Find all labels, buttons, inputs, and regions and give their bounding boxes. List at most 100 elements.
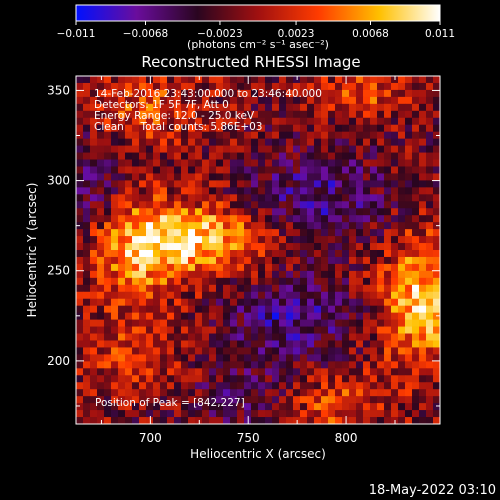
heatmap-cell — [307, 382, 315, 390]
heatmap-cell — [195, 396, 203, 404]
heatmap-cell — [209, 347, 217, 355]
heatmap-cell — [300, 396, 308, 404]
heatmap-cell — [209, 389, 217, 397]
heatmap-cell — [279, 180, 287, 188]
heatmap-cell — [300, 312, 308, 320]
heatmap-cell — [237, 145, 245, 153]
heatmap-cell — [237, 82, 245, 91]
heatmap-cell — [90, 319, 98, 327]
heatmap-cell — [370, 76, 378, 84]
heatmap-cell — [223, 187, 231, 195]
heatmap-cell — [258, 270, 266, 279]
colorbar-label: (photons cm⁻² s⁻¹ asec⁻²) — [187, 38, 329, 51]
heatmap-cell — [307, 82, 315, 91]
heatmap-cell — [293, 326, 301, 334]
heatmap-cell — [202, 173, 210, 181]
heatmap-cell — [328, 180, 336, 188]
heatmap-cell — [118, 187, 126, 195]
heatmap-cell — [111, 145, 119, 153]
heatmap-cell — [237, 417, 245, 424]
heatmap-cell — [237, 382, 245, 390]
heatmap-cell — [230, 215, 238, 223]
heatmap-cell — [398, 222, 406, 230]
heatmap-cell — [300, 410, 308, 418]
heatmap-cell — [265, 208, 273, 216]
heatmap-cell — [104, 215, 112, 223]
heatmap-cell — [90, 277, 98, 286]
heatmap-cell — [265, 333, 273, 341]
heatmap-cell — [398, 117, 406, 126]
heatmap-cell — [335, 117, 343, 126]
heatmap-cell — [188, 194, 196, 202]
heatmap-cell — [300, 256, 308, 265]
heatmap-cell — [125, 347, 133, 355]
heatmap-cell — [118, 215, 126, 223]
heatmap-cell — [251, 319, 259, 327]
heatmap-cell — [167, 284, 175, 293]
heatmap-cell — [258, 298, 266, 307]
heatmap-cell — [356, 305, 364, 314]
heatmap-cell — [314, 222, 322, 230]
heatmap-cell — [244, 375, 252, 383]
heatmap-cell — [181, 284, 189, 293]
heatmap-cell — [384, 354, 392, 362]
heatmap-cell — [125, 82, 133, 91]
heatmap-cell — [328, 82, 336, 91]
heatmap-cell — [195, 89, 203, 98]
heatmap-cell — [272, 417, 280, 424]
heatmap-cell — [335, 382, 343, 390]
heatmap-cell — [314, 382, 322, 390]
heatmap-cell — [111, 340, 119, 348]
heatmap-cell — [398, 208, 406, 216]
heatmap-cell — [342, 222, 350, 230]
heatmap-cell — [391, 194, 399, 202]
heatmap-cell — [300, 333, 308, 341]
heatmap-cell — [237, 396, 245, 404]
heatmap-cell — [433, 270, 440, 279]
heatmap-cell — [265, 277, 273, 286]
heatmap-cell — [363, 159, 371, 167]
heatmap-cell — [216, 417, 224, 424]
heatmap-cell — [335, 180, 343, 188]
heatmap-cell — [104, 89, 112, 98]
heatmap-cell — [167, 152, 175, 160]
heatmap-cell — [146, 103, 154, 112]
heatmap-cell — [412, 256, 420, 265]
heatmap-cell — [433, 375, 440, 383]
heatmap-cell — [279, 222, 287, 230]
heatmap-cell — [384, 180, 392, 188]
heatmap-cell — [433, 215, 440, 223]
heatmap-cell — [314, 277, 322, 286]
heatmap-cell — [279, 333, 287, 341]
heatmap-cell — [118, 361, 126, 369]
heatmap-cell — [328, 124, 336, 133]
heatmap-cell — [97, 159, 105, 167]
heatmap-cell — [223, 76, 231, 84]
heatmap-cell — [118, 263, 126, 272]
heatmap-cell — [104, 333, 112, 341]
heatmap-cell — [300, 319, 308, 327]
heatmap-cell — [223, 124, 231, 133]
heatmap-cell — [188, 138, 196, 146]
heatmap-cell — [405, 103, 413, 112]
heatmap-cell — [384, 110, 392, 119]
heatmap-cell — [426, 319, 434, 327]
heatmap-cell — [391, 166, 399, 174]
heatmap-cell — [314, 159, 322, 167]
heatmap-cell — [251, 117, 259, 126]
heatmap-cell — [419, 166, 427, 174]
heatmap-cell — [286, 361, 294, 369]
heatmap-cell — [111, 222, 119, 230]
heatmap-cell — [356, 208, 364, 216]
heatmap-cell — [370, 375, 378, 383]
heatmap-cell — [146, 229, 154, 237]
heatmap-cell — [111, 361, 119, 369]
heatmap-cell — [391, 326, 399, 334]
heatmap-cell — [384, 256, 392, 265]
heatmap-cell — [97, 117, 105, 126]
heatmap-cell — [244, 403, 252, 411]
heatmap-cell — [83, 361, 91, 369]
heatmap-cell — [363, 256, 371, 265]
heatmap-cell — [146, 347, 154, 355]
heatmap-cell — [132, 89, 140, 98]
